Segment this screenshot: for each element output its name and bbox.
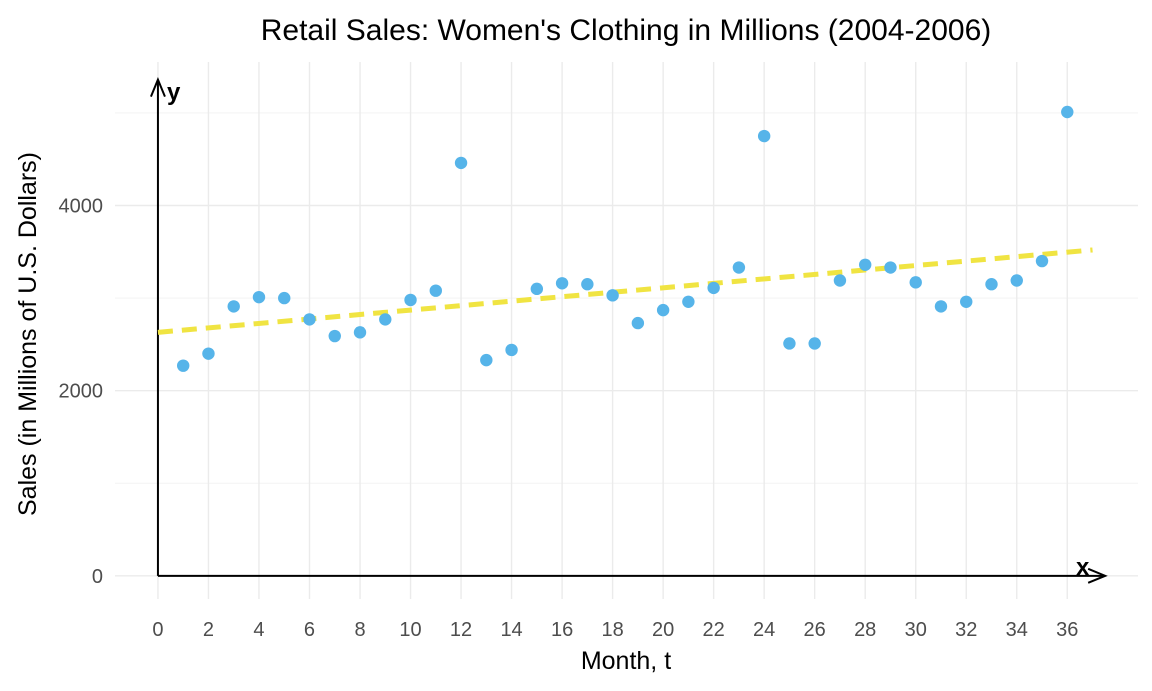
data-point xyxy=(909,276,922,289)
data-point xyxy=(884,261,897,274)
x-tick-label: 36 xyxy=(1056,619,1078,641)
data-point xyxy=(555,277,569,290)
y-tick-label: 0 xyxy=(92,566,103,588)
x-tick-label: 34 xyxy=(1006,619,1028,641)
x-tick-label: 10 xyxy=(399,619,421,641)
x-tick-label: 30 xyxy=(905,619,927,641)
x-tick-label: 20 xyxy=(652,619,674,641)
x-tick-label: 32 xyxy=(955,619,977,641)
data-point xyxy=(353,326,367,339)
axes xyxy=(150,76,1108,584)
data-point xyxy=(1035,254,1049,268)
data-point xyxy=(682,295,695,308)
x-tick-labels: 0 2 4 6 8 10 12 14 16 18 20 22 24 26 28 30 32 34 36 xyxy=(152,619,1078,641)
data-point xyxy=(177,359,190,372)
data-point xyxy=(227,300,240,313)
x-tick-label: 18 xyxy=(601,619,623,641)
data-point xyxy=(656,303,670,317)
x-arrow-label: x xyxy=(1076,554,1090,581)
y-arrow-label: y xyxy=(167,79,181,106)
data-point xyxy=(631,316,645,330)
data-point xyxy=(808,337,821,350)
data-point xyxy=(757,129,771,143)
data-point xyxy=(480,353,493,367)
data-point xyxy=(202,347,215,360)
y-tick-label: 4000 xyxy=(59,196,104,218)
chart-title: Retail Sales: Women's Clothing in Millio… xyxy=(261,14,992,47)
trend-line xyxy=(157,247,1093,335)
data-point xyxy=(581,278,594,291)
y-tick-label: 2000 xyxy=(59,381,104,403)
data-point xyxy=(606,289,619,302)
grid xyxy=(115,62,1138,599)
data-point xyxy=(859,258,872,271)
x-tick-label: 28 xyxy=(854,619,876,641)
x-tick-label: 8 xyxy=(354,619,365,641)
data-point xyxy=(404,293,417,307)
data-point xyxy=(707,281,720,295)
data-point xyxy=(1010,274,1023,287)
data-point xyxy=(429,284,442,297)
y-axis-title: Sales (in Millions of U.S. Dollars) xyxy=(14,152,42,516)
data-points xyxy=(177,105,1074,372)
data-point xyxy=(454,156,468,170)
x-tick-label: 4 xyxy=(253,619,264,641)
data-point xyxy=(1061,105,1074,119)
x-tick-label: 26 xyxy=(804,619,826,641)
x-axis-title: Month, t xyxy=(581,647,671,675)
y-axis-arrowhead xyxy=(150,76,166,97)
x-tick-label: 24 xyxy=(753,619,775,641)
x-tick-label: 14 xyxy=(500,619,522,641)
data-point xyxy=(278,291,291,305)
x-tick-label: 22 xyxy=(703,619,725,641)
x-axis-arrowhead xyxy=(1087,567,1108,584)
data-point xyxy=(783,337,796,350)
x-tick-label: 12 xyxy=(450,619,472,641)
data-point xyxy=(379,313,392,326)
data-point xyxy=(934,300,948,313)
x-tick-label: 16 xyxy=(551,619,573,641)
data-point xyxy=(732,261,746,274)
x-tick-label: 2 xyxy=(203,619,214,641)
data-point xyxy=(833,274,847,287)
data-point xyxy=(985,278,998,291)
data-point xyxy=(303,313,316,326)
data-point xyxy=(328,329,341,343)
x-tick-label: 6 xyxy=(304,619,315,641)
data-point xyxy=(505,343,518,357)
data-point xyxy=(530,282,544,296)
y-tick-labels: 0 2000 4000 xyxy=(59,196,104,588)
x-tick-label: 0 xyxy=(152,619,163,641)
trend-line-group xyxy=(157,247,1093,335)
data-point xyxy=(252,290,266,304)
data-point xyxy=(960,295,973,308)
